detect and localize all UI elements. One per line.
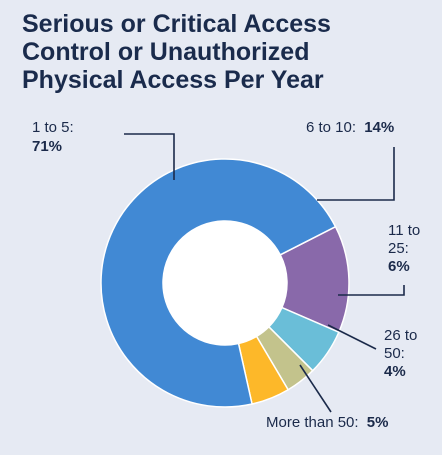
leader-line-26-to-50 xyxy=(327,324,377,350)
leader-line-6-to-10 xyxy=(317,147,395,201)
leader-line-1-to-5 xyxy=(124,133,175,180)
slice-value-6-to-10: 14% xyxy=(364,119,394,136)
slice-label-more-than-50-text: More than 50: xyxy=(266,414,359,431)
slice-label-11-to-25-line-1: 11 to xyxy=(388,222,420,239)
slice-label-6-to-10: 6 to 10: 14% xyxy=(306,119,394,136)
donut-hole xyxy=(163,221,287,345)
chart-title-line-1: Serious or Critical Access xyxy=(22,10,331,38)
leader-line-11-to-25 xyxy=(338,285,405,296)
slice-label-26-to-50-line-1: 26 to xyxy=(384,327,417,344)
chart-title-line-2: Control or Unauthorized xyxy=(22,38,310,66)
slice-value-26-to-50: 4% xyxy=(384,363,406,380)
slice-value-more-than-50: 5% xyxy=(367,414,389,431)
slice-value-11-to-25: 6% xyxy=(388,258,410,275)
leader-line-more-than-50 xyxy=(299,364,332,413)
chart-title-line-3: Physical Access Per Year xyxy=(22,66,324,94)
slice-label-26-to-50-line-2: 50: xyxy=(384,345,405,362)
slice-value-1-to-5: 71% xyxy=(32,138,62,155)
slice-label-more-than-50: More than 50: 5% xyxy=(266,414,388,431)
chart-title: Serious or Critical Access Control or Un… xyxy=(22,10,422,94)
slice-label-6-to-10-text: 6 to 10: xyxy=(306,119,356,136)
slice-label-1-to-5: 1 to 5: xyxy=(32,119,74,136)
slice-label-11-to-25-line-2: 25: xyxy=(388,240,409,257)
